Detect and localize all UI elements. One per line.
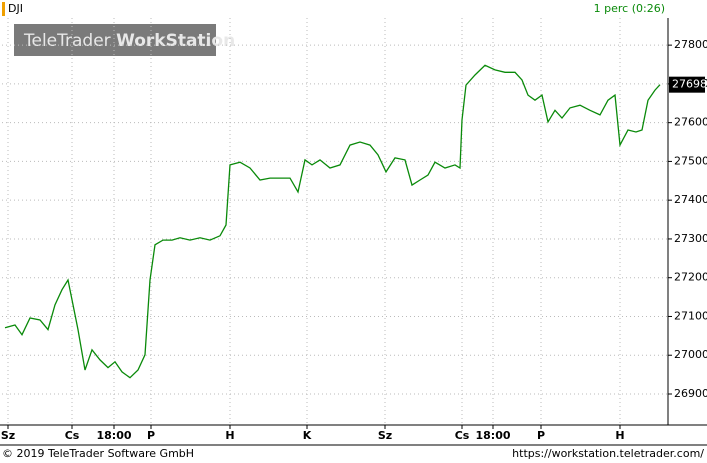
copyright: © 2019 TeleTrader Software GmbH bbox=[2, 447, 194, 460]
y-tick-label: 27500 bbox=[674, 154, 707, 167]
y-tick-label: 26900 bbox=[674, 387, 707, 400]
url: https://workstation.teletrader.com/ bbox=[512, 447, 704, 460]
x-tick-label: P bbox=[537, 429, 545, 442]
x-tick-label: Cs bbox=[65, 429, 80, 442]
y-tick-label: 27300 bbox=[674, 232, 707, 245]
watermark-product: WorkStation bbox=[116, 31, 235, 51]
y-tick-label: 27400 bbox=[674, 193, 707, 206]
interval: 1 perc (0:26) bbox=[594, 2, 665, 15]
watermark-brand: TeleTrader bbox=[23, 31, 111, 51]
last-price-label: 27698 bbox=[672, 78, 707, 91]
x-tick-label: P bbox=[147, 429, 155, 442]
price-line bbox=[4, 64, 661, 379]
symbol-marker bbox=[2, 2, 5, 16]
watermark-box bbox=[14, 24, 216, 56]
x-tick-label: 18:00 bbox=[475, 429, 510, 442]
x-tick-label: H bbox=[615, 429, 624, 442]
x-tick-label: H bbox=[225, 429, 234, 442]
x-tick-label: Sz bbox=[378, 429, 392, 442]
y-tick-label: 27800 bbox=[674, 38, 707, 51]
last-price-box bbox=[669, 76, 705, 93]
symbol: DJI bbox=[8, 2, 23, 15]
y-tick-label: 27200 bbox=[674, 271, 707, 284]
x-tick-label: 18:00 bbox=[96, 429, 131, 442]
watermark: TeleTrader WorkStation bbox=[23, 31, 235, 51]
y-tick-label: 27000 bbox=[674, 348, 707, 361]
x-tick-label: Cs bbox=[455, 429, 470, 442]
x-tick-label: Sz bbox=[1, 429, 15, 442]
x-tick-label: K bbox=[303, 429, 312, 442]
y-tick-label: 27100 bbox=[674, 309, 707, 322]
y-tick-label: 27600 bbox=[674, 116, 707, 129]
